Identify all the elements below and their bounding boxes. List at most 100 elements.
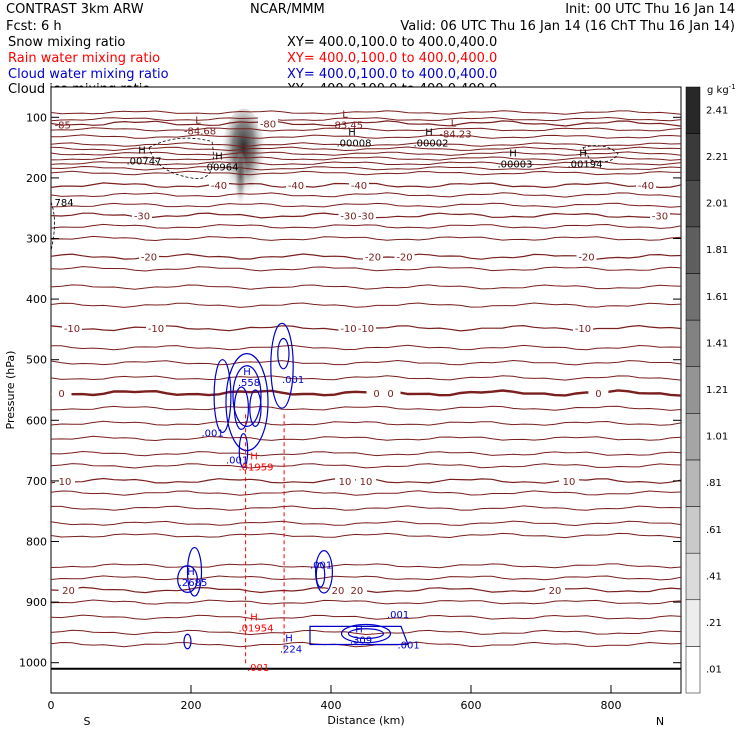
extreme-value-label: -84.23 (439, 129, 471, 140)
y-tick-label: 1000 (19, 657, 47, 670)
contour-label-bg (356, 322, 376, 334)
valid-time: Valid: 06 UTC Thu 16 Jan 14 (16 ChT Thu … (400, 19, 735, 34)
temperature-contour-label: -30 (340, 211, 356, 222)
colorbar-segment (685, 413, 701, 461)
temperature-contour-label: 10 (360, 477, 373, 488)
temperature-contour-label: 0 (595, 389, 601, 400)
field-xy-rain: XY= 400.0,100.0 to 400.0,400.0 (287, 51, 497, 66)
colorbar-segment (685, 459, 701, 507)
contour-label-bg (258, 117, 278, 129)
temperature-contour-label: 0 (373, 389, 379, 400)
contour-label-bg (58, 583, 79, 595)
x-tick-label: 0 (48, 699, 55, 712)
high-marker: H (579, 149, 587, 160)
temperature-contour-upper (51, 134, 681, 139)
high-marker: H (355, 624, 363, 635)
snow-mixing-contour (582, 145, 619, 163)
high-marker: H (138, 146, 146, 157)
field-name-rain: Rain water mixing ratio (8, 51, 160, 66)
colorbar-segment (685, 273, 701, 321)
temperature-contour-label: -40 (211, 181, 227, 192)
cloud-water-contour (183, 633, 192, 650)
temperature-contour-labelled (51, 389, 681, 397)
x-tick-label: 600 (461, 699, 482, 712)
temperature-contour-label: -20 (396, 253, 412, 264)
temperature-contour-label: -10 (575, 324, 591, 335)
extreme-value-label: .00002 (414, 138, 449, 149)
temperature-contour (51, 302, 681, 308)
high-marker: H (215, 152, 223, 163)
org-label: NCAR/MMM (250, 2, 325, 17)
temperature-contour-label: -80 (260, 119, 276, 130)
temperature-contour-label: -40 (351, 181, 367, 192)
cloud-water-contour (238, 433, 249, 469)
high-marker: H (348, 127, 356, 138)
south-end-label: S (84, 715, 91, 728)
y-tick-label: 200 (26, 172, 47, 185)
temperature-contour (51, 614, 681, 620)
contour-label-bg (356, 474, 376, 486)
high-marker: H (250, 452, 258, 463)
y-tick-label: 300 (26, 233, 47, 246)
cloud-water-contour (177, 565, 198, 594)
contour-label-bg (346, 583, 367, 595)
contour-label-bg (51, 387, 72, 399)
colorbar-level-label: 2.01 (706, 199, 728, 210)
extreme-value-label: .00747 (127, 157, 162, 168)
colorbar-segment (685, 86, 701, 134)
contour-label-bg (335, 474, 355, 486)
colorbar-level-label: .81 (706, 478, 722, 489)
colorbar-level-label: .21 (706, 618, 722, 629)
temperature-contour-label: 20 (549, 586, 562, 597)
temperature-contour-upper (51, 165, 681, 171)
colorbar-level-label: 1.61 (706, 292, 728, 303)
extreme-value-label: .01954 (239, 623, 274, 634)
field-xy-cloud-water: XY= 400.0,100.0 to 400.0,400.0 (287, 67, 497, 82)
colorbar-level-label: 1.81 (706, 245, 728, 256)
contour-label-bg (338, 209, 359, 221)
contour-label-bg (338, 322, 359, 334)
high-marker: H (243, 367, 251, 378)
extreme-value-label: .01959 (239, 463, 274, 474)
cloud-water-contour (225, 353, 269, 452)
contour-label-bg (349, 179, 369, 191)
temperature-contour (51, 563, 681, 569)
contour-label-bg (380, 387, 401, 399)
temperature-contour-label: -10 (148, 324, 164, 335)
cloud-water-contour (315, 562, 326, 588)
colorbar: .01 .21 .41 .61 .81 1.01 1.21 1.41 1.61 1.81 2.01 2… (685, 86, 728, 694)
temperature-contour (51, 505, 681, 511)
colorbar-segment (685, 506, 701, 554)
contour-label-bg (576, 250, 597, 262)
colorbar-segment (685, 133, 701, 181)
temperature-contour-upper (51, 110, 681, 115)
y-tick-label: 800 (26, 536, 47, 549)
x-tick-label: 200 (181, 699, 202, 712)
temperature-contour-label: 10 (339, 477, 352, 488)
temperature-contour-label: -10 (340, 324, 356, 335)
temperature-contour-label: 20 (62, 586, 75, 597)
cloud-water-contour (309, 625, 409, 646)
colorbar-segment (685, 552, 701, 601)
cloud-water-contour (213, 359, 232, 434)
cloud-water-contour (249, 389, 262, 427)
colorbar-segment (685, 179, 701, 228)
extreme-value-label: .558 (238, 378, 260, 389)
temperature-contour-label: 0 (387, 389, 393, 400)
cloud-water-contour (340, 623, 392, 644)
temperature-contour (51, 599, 681, 605)
contour-value-label: .001 (226, 456, 248, 467)
temperature-contour (51, 235, 681, 242)
colorbar-segment (685, 319, 701, 367)
temperature-contour (51, 629, 681, 636)
colorbar-level-label: .01 (706, 665, 722, 676)
temperature-contour (51, 490, 681, 496)
extreme-value-label: -84.68 (184, 126, 216, 137)
temperature-contour-label: -20 (365, 253, 381, 264)
temperature-contour-label: 10 (59, 477, 72, 488)
field-xy-snow: XY= 400.0,100.0 to 400.0,400.0 (287, 35, 497, 50)
forecast-hour: Fcst: 6 h (6, 19, 62, 34)
temperature-contour (51, 435, 681, 442)
low-marker: L (451, 118, 457, 129)
